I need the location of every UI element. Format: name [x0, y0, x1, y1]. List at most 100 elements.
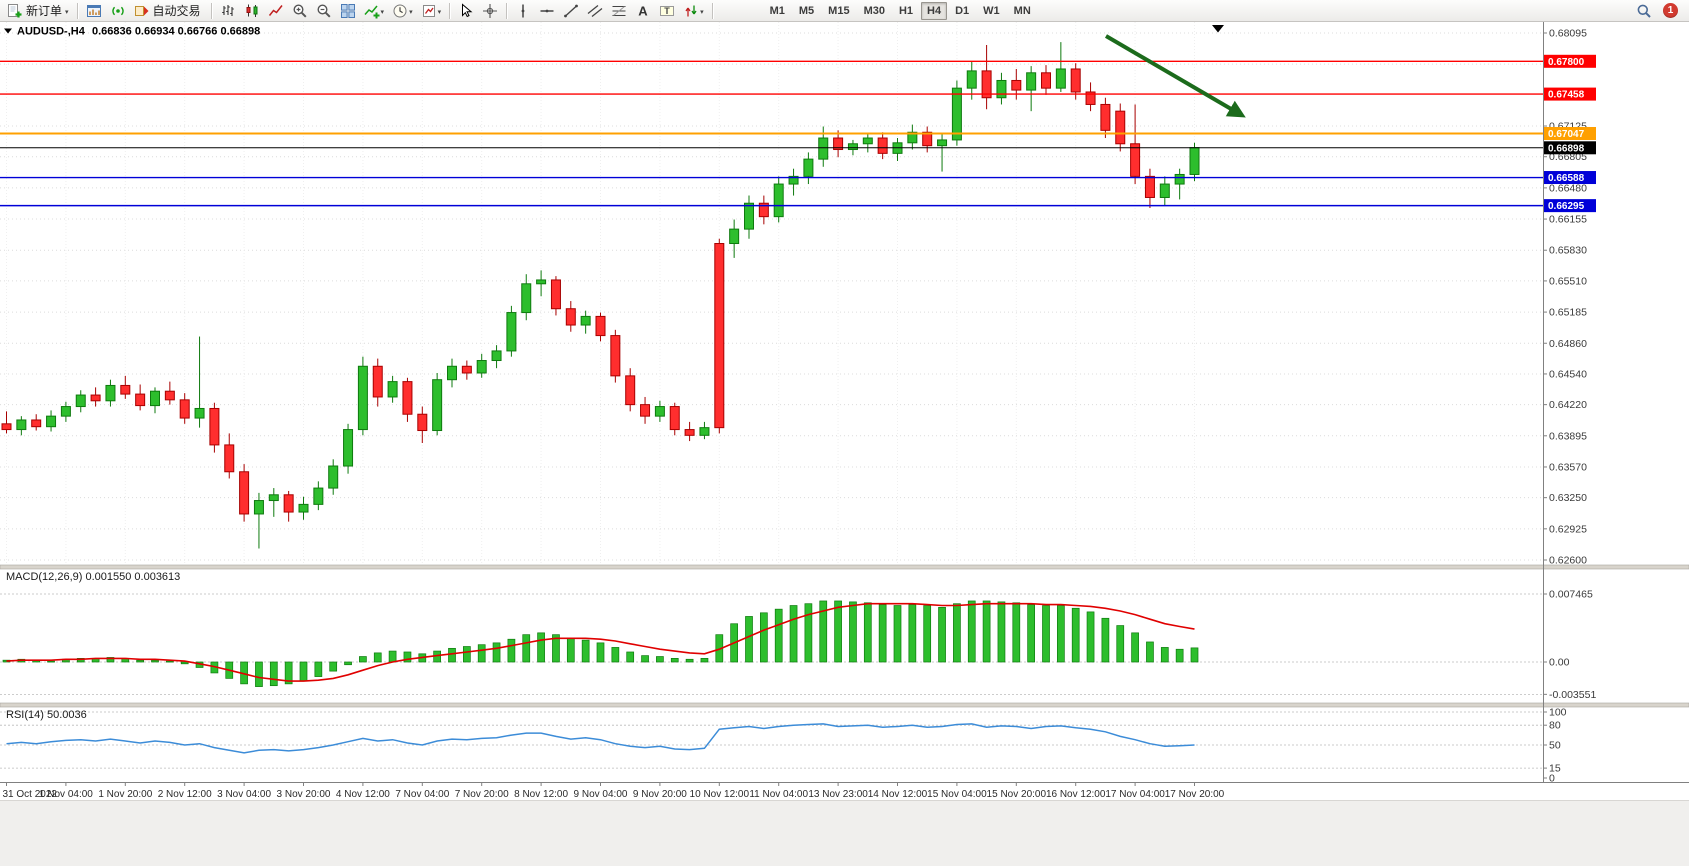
horizontal-line-icon	[539, 3, 555, 19]
candle-5	[75, 394, 86, 408]
price-chart-canvas[interactable]: 0.680950.677700.671250.668050.664800.661…	[0, 22, 1689, 800]
timeframe-m30-button[interactable]: M30	[863, 4, 885, 17]
timeframe-h1-button[interactable]: H1	[898, 4, 914, 17]
macd-bar-5	[76, 658, 85, 663]
zoom-out-button[interactable]	[312, 0, 336, 22]
channel-button[interactable]	[583, 0, 607, 22]
bar-chart-button[interactable]	[216, 0, 240, 22]
macd-bar-42	[626, 651, 635, 663]
time-axis-label: 9 Nov 20:00	[633, 789, 687, 800]
price-badge-label: 0.66295	[1548, 201, 1585, 212]
new-order-button[interactable]: 新订单 ▾	[3, 0, 73, 22]
candle-29	[432, 379, 443, 432]
candlestick-chart-button[interactable]	[240, 0, 264, 22]
candle-40	[595, 315, 606, 337]
time-axis-label: 17 Nov 20:00	[1165, 789, 1225, 800]
cursor-button[interactable]	[454, 0, 478, 22]
periods-button[interactable]: ▾	[388, 0, 417, 22]
price-axis-label: 0.63570	[1549, 461, 1587, 473]
text-button[interactable]: A	[631, 0, 655, 22]
macd-bar-66	[982, 600, 991, 663]
macd-bar-68	[1012, 602, 1021, 663]
rsi-label: RSI(14) 50.0036	[6, 709, 87, 721]
tile-windows-button[interactable]	[336, 0, 360, 22]
timeframe-m5-button[interactable]: M5	[798, 4, 815, 17]
candle-74	[1100, 103, 1111, 131]
timeframe-m1-button[interactable]: M1	[769, 4, 785, 17]
macd-bar-38	[566, 637, 575, 663]
charts-window-button[interactable]	[82, 0, 106, 22]
macd-bar-11	[166, 660, 174, 663]
rsi-axis-label: 50	[1549, 740, 1561, 752]
macd-bar-63	[938, 606, 946, 663]
time-axis-label: 16 Nov 12:00	[1046, 789, 1106, 800]
macd-bar-10	[151, 659, 159, 663]
trend-arrow[interactable]	[1104, 34, 1246, 118]
macd-bar-45	[670, 658, 679, 663]
candle-76	[1130, 143, 1141, 177]
quotes-button[interactable]	[106, 0, 130, 22]
toolbar-separator	[210, 2, 212, 19]
candle-69	[1026, 72, 1037, 91]
timeframe-h4-button[interactable]: H4	[921, 1, 948, 20]
macd-bar-22	[329, 661, 338, 672]
timeframe-m15-button[interactable]: M15	[828, 4, 850, 17]
timeframe-d1-button[interactable]: D1	[955, 4, 970, 17]
macd-bar-50	[745, 616, 753, 663]
candle-7	[105, 384, 116, 402]
auto-trading-button[interactable]: 自动交易	[130, 0, 207, 22]
toolbar-separator	[506, 2, 508, 19]
vertical-line-button[interactable]	[511, 0, 535, 22]
caret-down-icon: ▾	[65, 8, 69, 16]
macd-bar-20	[299, 661, 308, 682]
candle-78	[1159, 183, 1170, 198]
time-axis-label: 1 Nov 04:00	[39, 789, 93, 800]
price-axis-label: 0.65510	[1549, 275, 1587, 287]
candle-25	[372, 365, 383, 398]
notification-badge[interactable]: 1	[1663, 3, 1678, 18]
macd-bar-54	[804, 603, 813, 663]
candle-55	[818, 137, 829, 160]
macd-bar-53	[789, 605, 798, 663]
candle-73	[1085, 91, 1096, 105]
timeframe-mn-button[interactable]: MN	[1013, 4, 1031, 17]
candle-15	[224, 444, 235, 473]
macd-bar-59	[878, 604, 887, 663]
trendline-button[interactable]	[559, 0, 583, 22]
candle-1	[16, 419, 27, 431]
panel-divider[interactable]	[0, 702, 1689, 708]
arrows-button[interactable]: ▾	[679, 0, 708, 22]
crosshair-button[interactable]	[478, 0, 502, 22]
indicators-button[interactable]: ▾	[360, 0, 389, 22]
text-label-button[interactable]: T	[655, 0, 679, 22]
chart-title-group: AUDUSD-,H4 0.66836 0.66934 0.66766 0.6689…	[4, 25, 1224, 38]
candle-21	[313, 487, 324, 505]
candle-33	[491, 350, 502, 362]
line-chart-button[interactable]	[264, 0, 288, 22]
symbol-dropdown-icon[interactable]	[4, 28, 12, 34]
horizontal-line-button[interactable]	[535, 0, 559, 22]
arrows-icon	[683, 3, 699, 19]
rsi-axis-label: 100	[1549, 707, 1567, 719]
candle-53	[788, 175, 799, 185]
zoom-in-button[interactable]	[288, 0, 312, 22]
vertical-line-icon	[515, 3, 531, 19]
templates-button[interactable]: ▾	[417, 0, 446, 22]
fibonacci-button[interactable]	[607, 0, 631, 22]
chart-shift-marker[interactable]	[1212, 25, 1224, 33]
toolbar-separator	[711, 2, 713, 19]
candle-59	[877, 137, 888, 154]
search-button[interactable]	[1632, 0, 1656, 22]
macd-bar-56	[834, 600, 842, 663]
macd-bar-60	[893, 605, 902, 663]
panel-divider[interactable]	[0, 564, 1689, 570]
macd-bar-64	[953, 603, 961, 663]
timeframe-w1-button[interactable]: W1	[983, 4, 1000, 17]
macd-bar-3	[47, 660, 55, 663]
quotes-icon	[110, 3, 126, 19]
macd-axis-label: 0.007465	[1549, 589, 1593, 601]
price-axis-label: 0.62925	[1549, 523, 1587, 535]
price-axis-label: 0.66480	[1549, 182, 1587, 194]
